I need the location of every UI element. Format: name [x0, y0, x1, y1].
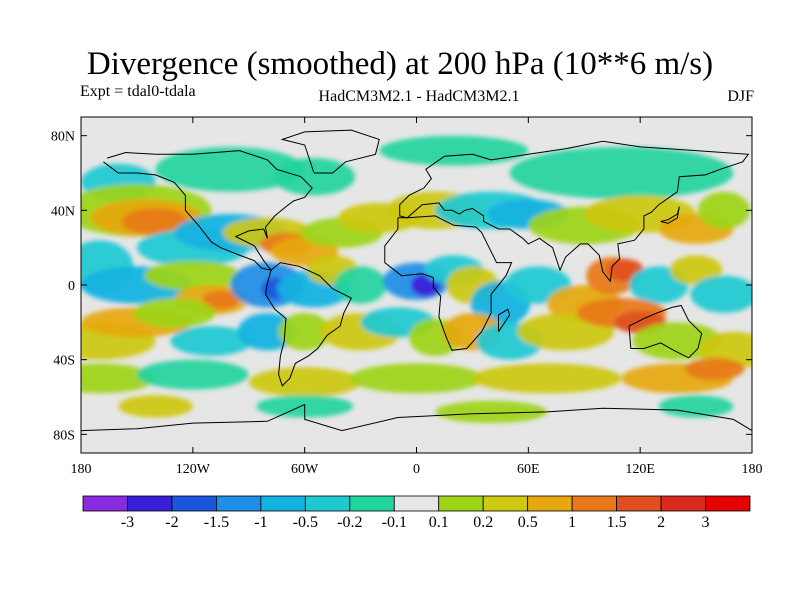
lat-tick-label: 40S — [53, 354, 75, 369]
colorbar-label: -2 — [165, 514, 178, 531]
colorbar-swatch — [705, 495, 751, 512]
colorbar-label: -3 — [121, 514, 134, 531]
colorbar-label: 0.5 — [518, 514, 538, 531]
colorbar-swatch — [349, 495, 395, 512]
colorbar-swatch — [82, 495, 128, 512]
lon-tick-label: 60W — [291, 462, 319, 477]
latitude-axis: 80N 40N 0 40S 80S — [51, 130, 752, 443]
plot-title: Divergence (smoothed) at 200 hPa (10**6 … — [86, 46, 714, 82]
lon-tick-label: 60E — [517, 462, 540, 477]
divergence-field — [81, 135, 752, 424]
colorbar-swatch — [171, 495, 217, 512]
colorbar-swatch — [660, 495, 706, 512]
colorbar: -3 -2 -1.5 -1 -0.5 -0.2 -0.1 0.1 0.2 0.5 1 1.5 2 3 — [82, 495, 751, 531]
colorbar-label: 1 — [568, 514, 576, 531]
season-label: DJF — [727, 88, 754, 105]
lat-tick-label: 80N — [51, 130, 75, 145]
lon-tick-label: 180 — [71, 462, 92, 477]
colorbar-label: -0.2 — [337, 514, 362, 531]
colorbar-label: 3 — [702, 514, 710, 531]
colorbar-label: -0.5 — [293, 514, 318, 531]
lon-tick-label: 120E — [625, 462, 655, 477]
colorbar-label: 2 — [657, 514, 665, 531]
coastlines — [81, 129, 752, 432]
lon-tick-label: 0 — [413, 462, 420, 477]
colorbar-label: -1 — [254, 514, 267, 531]
colorbar-swatch — [215, 495, 262, 512]
lat-tick-label: 80S — [53, 428, 75, 443]
colorbar-swatch — [260, 495, 306, 512]
colorbar-label: -0.1 — [382, 514, 407, 531]
colorbar-swatch — [482, 495, 529, 512]
colorbar-swatch — [393, 495, 440, 512]
colorbar-swatch — [527, 495, 573, 512]
model-label: HadCM3M2.1 - HadCM3M2.1 — [318, 88, 520, 105]
lat-tick-label: 40N — [51, 204, 75, 219]
colorbar-swatch — [616, 495, 662, 512]
colorbar-swatch — [571, 495, 618, 512]
colorbar-swatch — [304, 495, 351, 512]
colorbar-swatch — [438, 495, 484, 512]
longitude-axis: 180 120W 60W 0 60E 120E 180 — [71, 117, 763, 477]
lat-tick-label: 0 — [68, 279, 75, 294]
lon-tick-label: 120W — [176, 462, 211, 477]
colorbar-label: 0.2 — [473, 514, 493, 531]
colorbar-swatch — [127, 495, 173, 512]
colorbar-label: 0.1 — [429, 514, 449, 531]
lon-tick-label: 180 — [742, 462, 763, 477]
colorbar-label: 1.5 — [607, 514, 627, 531]
experiment-label: Expt = tdal0-tdala — [80, 83, 196, 100]
colorbar-label: -1.5 — [204, 514, 229, 531]
